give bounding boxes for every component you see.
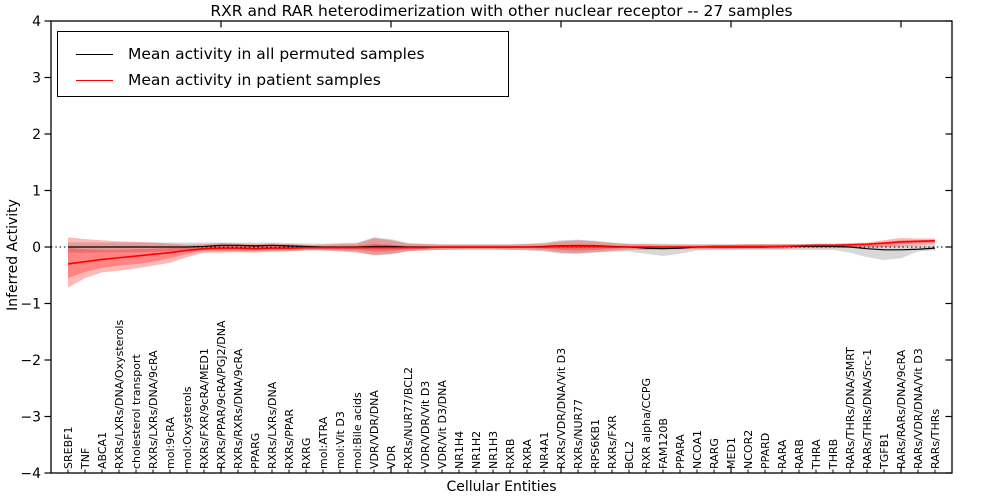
x-category-label: RXRs/FXR/9cRA/MED1 — [198, 348, 211, 469]
x-category-label: THRA — [810, 439, 823, 470]
x-category-label: RARs/THRs — [929, 409, 942, 469]
x-category-label: MED1 — [725, 437, 738, 469]
y-tick-label: −4 — [20, 466, 41, 482]
y-tick-label: −3 — [20, 410, 41, 426]
permuted-line-sample — [76, 53, 113, 55]
x-category-label: NR4A1 — [538, 432, 551, 469]
x-category-label: SREBF1 — [62, 427, 75, 469]
x-category-label: VDR/VDR/DNA — [368, 390, 381, 469]
x-category-label: RARs/THRs/DNA/SMRT — [844, 347, 857, 469]
band-patient-range-inner — [68, 239, 935, 279]
x-category-label: RXRs/PPAR — [283, 409, 296, 469]
x-category-label: RXRs/VDR/DNA/Vit D3 — [555, 348, 568, 469]
y-tick-label: 0 — [32, 240, 41, 256]
y-tick-label: −1 — [20, 297, 41, 313]
x-category-label: mol:ATRA — [317, 416, 330, 469]
x-category-label: FAM120B — [657, 418, 670, 469]
x-axis-label: Cellular Entities — [446, 479, 557, 495]
x-category-label: VDR/VDR/Vit D3 — [419, 381, 432, 469]
legend-item-patient: Mean activity in patient samples — [76, 67, 508, 93]
x-category-label: RPS6KB1 — [589, 419, 602, 469]
x-category-label: RXR alpha/CCPG — [640, 378, 653, 469]
x-category-label: RARG — [708, 438, 721, 469]
x-category-label: RXRA — [521, 439, 534, 469]
x-category-label: PPARA — [674, 434, 687, 469]
x-category-label: RARs/VDR/DNA/Vit D3 — [912, 348, 925, 469]
x-category-label: RXRG — [300, 438, 313, 469]
x-category-label: PPARG — [249, 433, 262, 469]
x-category-label: TGFB1 — [878, 433, 891, 470]
x-category-label: NCOR2 — [742, 430, 755, 469]
x-category-label: RXRs/PPAR/9cRA/PGJ2/DNA — [215, 320, 228, 469]
band-patient-range-outer — [68, 237, 935, 288]
series-line-patient — [67, 239, 936, 265]
patient-line-sample — [76, 79, 113, 81]
y-tick-label: 4 — [32, 14, 41, 30]
x-category-label: NR1H3 — [487, 431, 500, 469]
x-category-label: RXRs/NUR77 — [572, 399, 585, 469]
x-category-label: RXRs/LXRs/DNA/Oxysterols — [113, 320, 126, 469]
x-category-label: mol:Bile acids — [351, 392, 364, 469]
x-category-label: RXRs/FXR — [606, 415, 619, 469]
legend-label-patient: Mean activity in patient samples — [128, 71, 381, 89]
x-category-label: PPARD — [759, 433, 772, 469]
x-category-label: ABCA1 — [96, 432, 109, 469]
y-axis-label: Inferred Activity — [5, 199, 21, 311]
x-category-label: RXRs/LXRs/DNA/9cRA — [147, 350, 160, 469]
x-category-label: RXRs/RXRs/DNA/9cRA — [232, 348, 245, 469]
x-category-label: NCOA1 — [691, 430, 704, 469]
x-category-label: mol:9cRA — [164, 417, 177, 469]
y-tick-label: −2 — [20, 353, 41, 369]
x-category-label: TNF — [79, 448, 92, 470]
x-category-label: RARs/RARs/DNA/9cRA — [895, 349, 908, 469]
chart-title: RXR and RAR heterodimerization with othe… — [210, 2, 793, 20]
x-category-label: mol:Vit D3 — [334, 411, 347, 469]
legend-item-permuted: Mean activity in all permuted samples — [76, 41, 508, 67]
x-category-label: RXRB — [504, 439, 517, 469]
x-category-label: mol:Oxysterols — [181, 386, 194, 469]
x-category-label: VDR — [385, 445, 398, 469]
x-category-label: RARs/THRs/DNA/Src-1 — [861, 349, 874, 469]
x-category-label: BCL2 — [623, 441, 636, 469]
y-tick-label: 3 — [32, 71, 41, 87]
legend-label-permuted: Mean activity in all permuted samples — [128, 45, 425, 63]
x-category-label: VDR/Vit D3/DNA — [436, 380, 449, 469]
band-permuted-range — [68, 237, 935, 260]
x-category-label: cholesterol transport — [130, 354, 143, 469]
y-tick-label: 2 — [32, 127, 41, 143]
x-category-label: RARA — [776, 439, 789, 469]
x-category-label: NR1H2 — [470, 431, 483, 469]
y-tick-label: 1 — [32, 184, 41, 200]
x-category-label: NR1H4 — [453, 431, 466, 469]
x-category-label: RXRs/LXRs/DNA — [266, 381, 279, 469]
x-category-label: THRB — [827, 439, 840, 470]
x-category-label: RXRs/NUR77/BCL2 — [402, 367, 415, 469]
x-category-label: RARB — [793, 439, 806, 469]
legend-box: Mean activity in all permuted samples Me… — [57, 31, 509, 97]
